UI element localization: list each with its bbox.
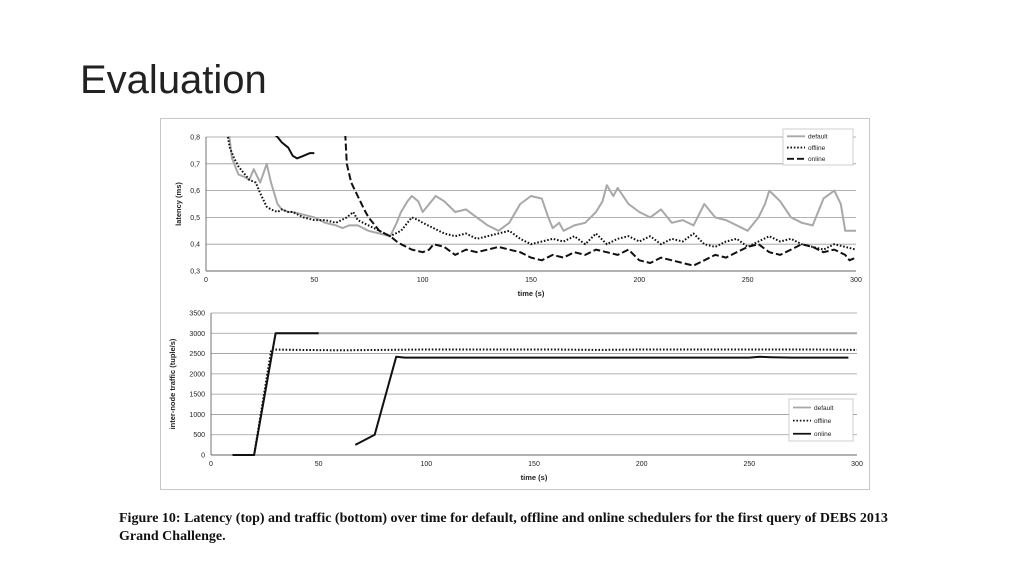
legend-label: online [808, 156, 826, 163]
x-tick-label: 200 [633, 277, 645, 284]
legend-label: default [814, 405, 834, 412]
legend-label: default [808, 134, 828, 141]
y-tick-label: 1500 [189, 392, 205, 399]
legend-label: offline [808, 145, 826, 152]
x-tick-label: 300 [851, 461, 863, 468]
x-axis-label: time (s) [521, 473, 548, 482]
figure-charts: 0,3 0,4 0,5 0,6 0,7 0,8 0 50 100 150 200 250 300 time… [168, 128, 863, 483]
series-line-online [344, 136, 857, 267]
series-line-unlabeled [274, 136, 315, 160]
y-tick-label: 3500 [189, 311, 205, 318]
series-line-default [228, 136, 856, 238]
x-tick-label: 0 [204, 277, 208, 284]
series-group [226, 136, 857, 267]
y-tick-label: 0,5 [190, 215, 200, 222]
legend: default offline online [788, 398, 854, 442]
y-tick-label: 0,4 [190, 242, 200, 249]
legend: default offline online [782, 128, 854, 166]
series-line-offline [226, 136, 857, 251]
legend-label: online [814, 431, 832, 438]
x-tick-label: 50 [315, 461, 323, 468]
x-tick-label: 50 [310, 277, 318, 284]
x-tick-label: 100 [417, 277, 429, 284]
legend-label: offline [814, 418, 832, 425]
x-tick-label: 150 [525, 277, 537, 284]
y-tick-label: 2000 [189, 371, 205, 378]
y-tick-label: 1000 [189, 412, 205, 419]
x-tick-label: 100 [420, 461, 432, 468]
y-tick-label: 500 [193, 432, 205, 439]
y-tick-label: 0,7 [190, 161, 200, 168]
series-line-unlabeled [232, 332, 319, 456]
y-tick-label: 0,6 [190, 188, 200, 195]
series-group [232, 332, 858, 456]
chart-traffic: 0 500 1000 1500 2000 2500 3000 3500 0 50 100 150 200… [168, 311, 863, 483]
series-line-offline [232, 348, 858, 456]
x-tick-label: 300 [850, 277, 862, 284]
y-axis-label: latency (ms) [174, 182, 183, 226]
y-tick-label: 0,8 [190, 135, 200, 142]
x-axis-label: time (s) [518, 289, 545, 298]
series-line-online [354, 355, 849, 446]
x-tick-label: 0 [209, 461, 213, 468]
y-axis-label: inter-node traffic (tuple/s) [168, 338, 177, 429]
slide-title: Evaluation [80, 58, 267, 102]
x-tick-label: 250 [743, 461, 755, 468]
y-tick-label: 3000 [189, 331, 205, 338]
chart-latency: 0,3 0,4 0,5 0,6 0,7 0,8 0 50 100 150 200 250 300 time… [174, 128, 862, 298]
x-tick-label: 200 [636, 461, 648, 468]
y-tick-label: 0 [201, 453, 205, 460]
x-tick-label: 250 [742, 277, 754, 284]
y-tick-label: 2500 [189, 351, 205, 358]
y-tick-label: 0,3 [190, 269, 200, 276]
x-tick-label: 150 [528, 461, 540, 468]
figure-caption: Figure 10: Latency (top) and traffic (bo… [119, 511, 888, 544]
figure-frame: 0,3 0,4 0,5 0,6 0,7 0,8 0 50 100 150 200 250 300 time… [160, 118, 870, 490]
